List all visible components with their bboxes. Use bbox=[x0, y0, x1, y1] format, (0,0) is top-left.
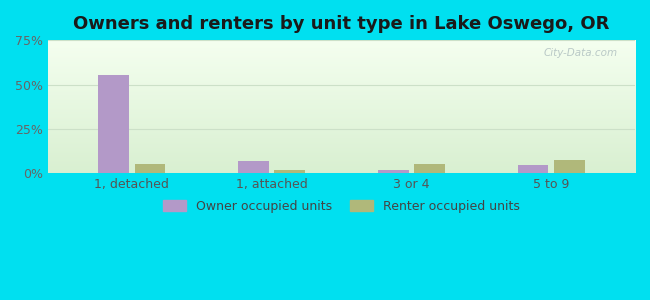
Bar bbox=[98, 75, 129, 173]
Title: Owners and renters by unit type in Lake Oswego, OR: Owners and renters by unit type in Lake … bbox=[73, 15, 610, 33]
Text: City-Data.com: City-Data.com bbox=[543, 48, 618, 58]
Legend: Owner occupied units, Renter occupied units: Owner occupied units, Renter occupied un… bbox=[158, 195, 525, 218]
Bar bbox=[378, 170, 409, 173]
Bar bbox=[517, 166, 549, 173]
Bar bbox=[554, 160, 584, 173]
Bar bbox=[238, 161, 268, 173]
Bar bbox=[135, 164, 165, 173]
Bar bbox=[274, 170, 305, 173]
Bar bbox=[414, 164, 445, 173]
